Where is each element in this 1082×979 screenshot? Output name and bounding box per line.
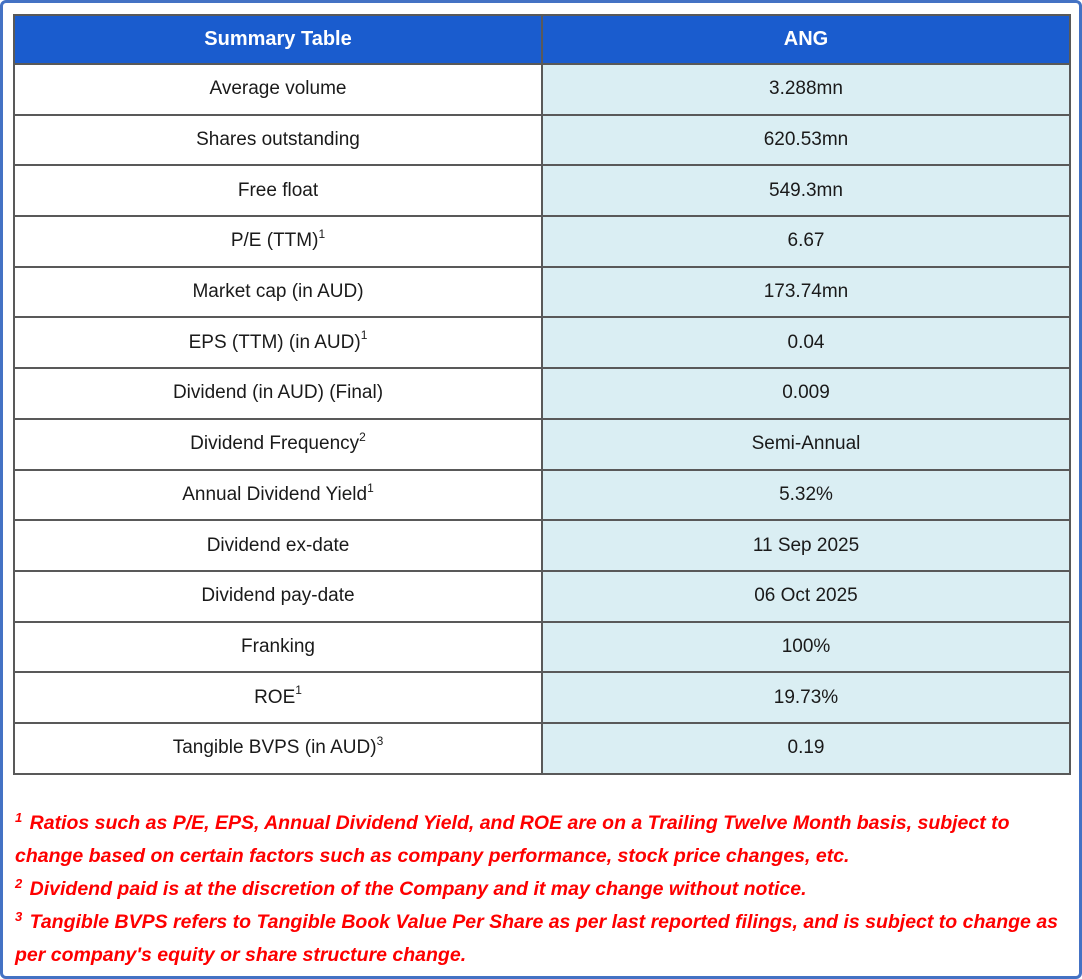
table-row: Franking 100% xyxy=(13,620,1071,674)
summary-table-title: Summary Table xyxy=(13,14,543,65)
footnote-marker: 1 xyxy=(15,809,23,825)
footnote: 2 Dividend paid is at the discretion of … xyxy=(15,875,807,901)
metric-label: Dividend pay-date xyxy=(13,569,543,623)
metric-value: 549.3mn xyxy=(541,164,1071,218)
footnote-marker: 1 xyxy=(318,227,326,242)
table-row: Average volume 3.288mn xyxy=(13,63,1071,116)
metric-value: 5.32% xyxy=(541,468,1071,522)
footnote: 3 Tangible BVPS refers to Tangible Book … xyxy=(15,908,1059,967)
ticker-header: ANG xyxy=(541,14,1071,65)
metric-label: Shares outstanding xyxy=(13,113,543,167)
metric-value: 620.53mn xyxy=(541,113,1071,167)
table-row: Dividend (in AUD) (Final) 0.009 xyxy=(13,367,1071,420)
metric-label: Tangible BVPS (in AUD)3 xyxy=(13,721,543,775)
footnote: 1 Ratios such as P/E, EPS, Annual Divide… xyxy=(15,809,1010,868)
table-row: Dividend pay-date 06 Oct 2025 xyxy=(13,569,1071,623)
metric-value: 11 Sep 2025 xyxy=(541,519,1071,572)
footnote-marker: 3 xyxy=(15,908,23,924)
footnote-marker: 1 xyxy=(367,480,374,495)
metric-label: Average volume xyxy=(13,63,543,116)
table-row: EPS (TTM) (in AUD)1 0.04 xyxy=(13,316,1071,370)
metric-value: 0.009 xyxy=(541,367,1071,420)
metric-value: 0.19 xyxy=(541,721,1071,775)
metric-label: Dividend Frequency2 xyxy=(13,417,543,471)
footnotes: 1 Ratios such as P/E, EPS, Annual Divide… xyxy=(15,807,1069,972)
table-header-row: Summary Table ANG xyxy=(13,14,1071,65)
metric-label: Market cap (in AUD) xyxy=(13,265,543,319)
footnote-marker: 1 xyxy=(360,328,368,343)
metric-value: 100% xyxy=(541,620,1071,674)
table-row: ROE1 19.73% xyxy=(13,671,1071,724)
metric-value: 19.73% xyxy=(541,671,1071,724)
metric-value: 06 Oct 2025 xyxy=(541,569,1071,623)
metric-value: 6.67 xyxy=(541,215,1071,268)
metric-value: Semi-Annual xyxy=(541,417,1071,471)
metric-label: Free float xyxy=(13,164,543,218)
metric-value: 3.288mn xyxy=(541,63,1071,116)
metric-label: Dividend (in AUD) (Final) xyxy=(13,367,543,420)
table-row: Free float 549.3mn xyxy=(13,164,1071,218)
table-row: Annual Dividend Yield1 5.32% xyxy=(13,468,1071,522)
metric-value: 173.74mn xyxy=(541,265,1071,319)
footnote-marker: 1 xyxy=(295,683,302,698)
footnote-marker: 2 xyxy=(15,875,23,891)
metric-label: Franking xyxy=(13,620,543,674)
metric-label: P/E (TTM)1 xyxy=(13,215,543,268)
footnote-marker: 3 xyxy=(376,733,384,748)
metric-label: Annual Dividend Yield1 xyxy=(13,468,543,522)
metric-label: Dividend ex-date xyxy=(13,519,543,572)
table-row: P/E (TTM)1 6.67 xyxy=(13,215,1071,268)
metric-label: ROE1 xyxy=(13,671,543,724)
table-row: Tangible BVPS (in AUD)3 0.19 xyxy=(13,721,1071,775)
footnote-marker: 2 xyxy=(359,429,366,444)
metric-label: EPS (TTM) (in AUD)1 xyxy=(13,316,543,370)
table-row: Dividend Frequency2 Semi-Annual xyxy=(13,417,1071,471)
summary-table: Summary Table ANG Average volume 3.288mn S… xyxy=(13,14,1071,775)
table-row: Shares outstanding 620.53mn xyxy=(13,113,1071,167)
metric-value: 0.04 xyxy=(541,316,1071,370)
table-row: Dividend ex-date 11 Sep 2025 xyxy=(13,519,1071,572)
table-row: Market cap (in AUD) 173.74mn xyxy=(13,265,1071,319)
